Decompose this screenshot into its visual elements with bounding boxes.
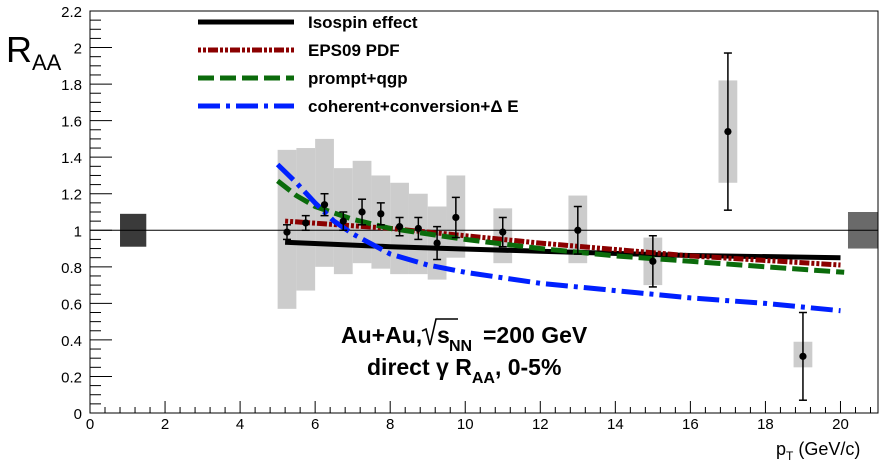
curve-3 <box>275 162 841 314</box>
annotation: Au+Au, s NN =200 GeV direct γ RAA, 0-5% <box>341 318 588 387</box>
legend-label-2: prompt+qgp <box>308 69 408 88</box>
y-tick-label-1: 0.2 <box>61 369 82 386</box>
y-axis-title-sub: AA <box>32 50 62 75</box>
y-tick-label-0: 0 <box>74 406 82 423</box>
data-point-12 <box>649 257 657 265</box>
annotation-line2-prefix: direct γ R <box>367 354 472 380</box>
annotation-line1-energy: =200 GeV <box>483 322 588 348</box>
x-axis-title-main: p <box>776 439 786 459</box>
data-point-13 <box>724 128 732 136</box>
legend: Isospin effect EPS09 PDF prompt+qgp coheren… <box>198 13 519 116</box>
x-tick-label-5: 10 <box>457 416 474 433</box>
data-points <box>283 52 807 401</box>
annotation-line1-root: s <box>437 322 450 348</box>
data-point-14 <box>799 352 807 360</box>
curve-0 <box>284 239 841 261</box>
sqrt-symbol <box>421 318 458 346</box>
data-point-10 <box>499 228 507 236</box>
x-tick-label-1: 2 <box>161 416 169 433</box>
y-tick-label-6: 1.2 <box>61 187 82 204</box>
x-axis-title-sub: T <box>786 449 794 463</box>
y-tick-label-11: 2.2 <box>61 4 82 21</box>
x-tick-label-9: 18 <box>757 416 774 433</box>
data-point-1 <box>302 219 310 227</box>
x-tick-label-6: 12 <box>532 416 549 433</box>
axis-ticks <box>89 10 871 414</box>
data-point-0 <box>283 228 291 236</box>
x-tick-label-2: 4 <box>236 416 244 433</box>
data-point-3 <box>339 217 347 225</box>
y-tick-label-5: 1 <box>74 223 82 240</box>
x-axis-title-rest: (GeV/c) <box>793 439 860 459</box>
plot-frame <box>89 10 879 414</box>
x-tick-label-4: 8 <box>386 416 394 433</box>
annotation-line2: direct γ RAA, 0-5% <box>367 354 561 387</box>
data-point-4 <box>358 208 366 216</box>
data-point-5 <box>377 210 385 218</box>
theory-curves <box>275 162 845 314</box>
data-point-11 <box>574 226 582 234</box>
y-tick-label-7: 1.4 <box>61 150 82 167</box>
tick-labels: 0 2 4 6 8 10 12 14 16 18 20 0 0.2 0.4 0.6 0.8 1 1.2 1.4 1.6… <box>61 4 849 433</box>
x-tick-label-8: 16 <box>682 416 699 433</box>
data-point-6 <box>395 223 404 231</box>
y-tick-label-4: 0.8 <box>61 260 82 277</box>
y-tick-label-9: 1.8 <box>61 77 82 94</box>
x-tick-label-0: 0 <box>86 416 94 433</box>
legend-label-3: coherent+conversion+Δ E <box>308 97 519 116</box>
y-tick-label-2: 0.4 <box>61 333 82 350</box>
data-point-8 <box>433 239 441 247</box>
data-point-2 <box>320 201 329 209</box>
annotation-line1-root-sub: NN <box>449 338 472 355</box>
y-tick-label-10: 2 <box>74 41 82 58</box>
y-tick-label-3: 0.6 <box>61 296 82 313</box>
y-tick-label-8: 1.6 <box>61 114 82 131</box>
curve-1 <box>284 218 841 268</box>
annotation-line2-suffix: , 0-5% <box>495 354 561 380</box>
y-axis-title-main: R <box>6 29 32 70</box>
x-axis-title: pT (GeV/c) <box>776 439 860 463</box>
legend-label-1: EPS09 PDF <box>308 41 400 60</box>
curve-2 <box>276 178 845 275</box>
legend-label-0: Isospin effect <box>308 13 418 32</box>
y-axis-title: RAA <box>6 29 62 75</box>
x-tick-label-10: 20 <box>832 416 849 433</box>
annotation-line2-sub: AA <box>472 370 496 387</box>
data-point-9 <box>452 213 460 222</box>
x-tick-label-3: 6 <box>311 416 319 433</box>
annotation-line1-system: Au+Au, <box>341 322 422 348</box>
x-tick-label-7: 14 <box>607 416 624 433</box>
data-point-7 <box>414 224 422 233</box>
